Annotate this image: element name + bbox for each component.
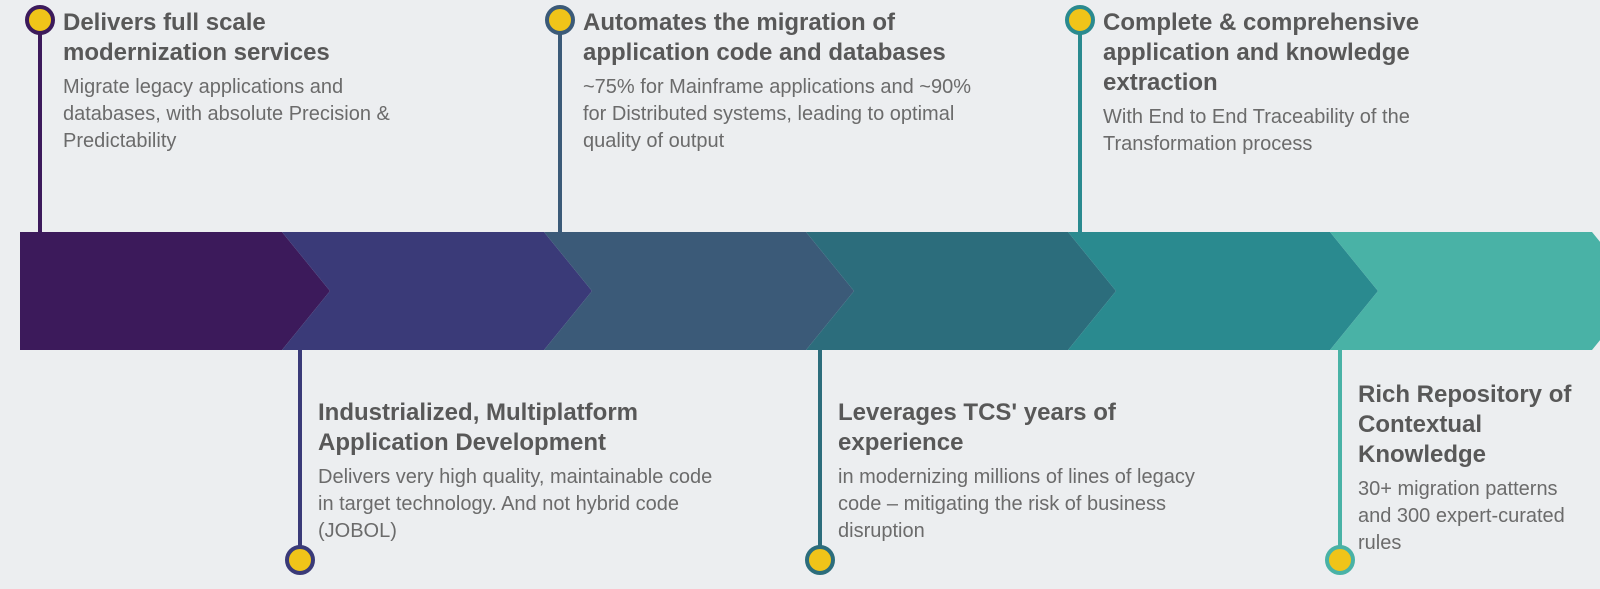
callout-desc: With End to End Traceability of the Tran… <box>1103 104 1483 158</box>
callout-title: Automates the migration of application c… <box>583 8 973 68</box>
marker-automates-migration <box>545 5 575 35</box>
chevron-segment-5 <box>1330 232 1600 350</box>
callout-desc: Migrate legacy applications and database… <box>63 74 433 155</box>
callout-title: Leverages TCS' years of experience <box>838 398 1208 458</box>
callout-desc: in modernizing millions of lines of lega… <box>838 464 1208 545</box>
marker-knowledge-extraction <box>1065 5 1095 35</box>
callout-title: Delivers full scale modernization servic… <box>63 8 433 68</box>
marker-rich-repository <box>1325 545 1355 575</box>
callout-title: Complete & comprehensive application and… <box>1103 8 1483 98</box>
connector-knowledge-extraction <box>1078 20 1082 232</box>
marker-multiplatform-dev <box>285 545 315 575</box>
callout-title: Rich Repository of Contextual Knowledge <box>1358 380 1593 470</box>
callout-modernization-services: Delivers full scale modernization servic… <box>63 8 433 155</box>
connector-tcs-experience <box>818 350 822 560</box>
callout-title: Industrialized, Multiplatform Applicatio… <box>318 398 718 458</box>
callout-rich-repository: Rich Repository of Contextual Knowledge3… <box>1358 380 1593 557</box>
connector-rich-repository <box>1338 350 1342 560</box>
callout-desc: 30+ migration patterns and 300 expert-cu… <box>1358 476 1593 557</box>
callout-knowledge-extraction: Complete & comprehensive application and… <box>1103 8 1483 158</box>
marker-modernization-services <box>25 5 55 35</box>
connector-multiplatform-dev <box>298 350 302 560</box>
connector-modernization-services <box>38 20 42 232</box>
callout-automates-migration: Automates the migration of application c… <box>583 8 973 155</box>
marker-tcs-experience <box>805 545 835 575</box>
callout-desc: Delivers very high quality, maintainable… <box>318 464 718 545</box>
callout-desc: ~75% for Mainframe applications and ~90%… <box>583 74 973 155</box>
callout-multiplatform-dev: Industrialized, Multiplatform Applicatio… <box>318 398 718 545</box>
callout-tcs-experience: Leverages TCS' years of experiencein mod… <box>838 398 1208 545</box>
connector-automates-migration <box>558 20 562 232</box>
chevron-row <box>0 232 1600 350</box>
